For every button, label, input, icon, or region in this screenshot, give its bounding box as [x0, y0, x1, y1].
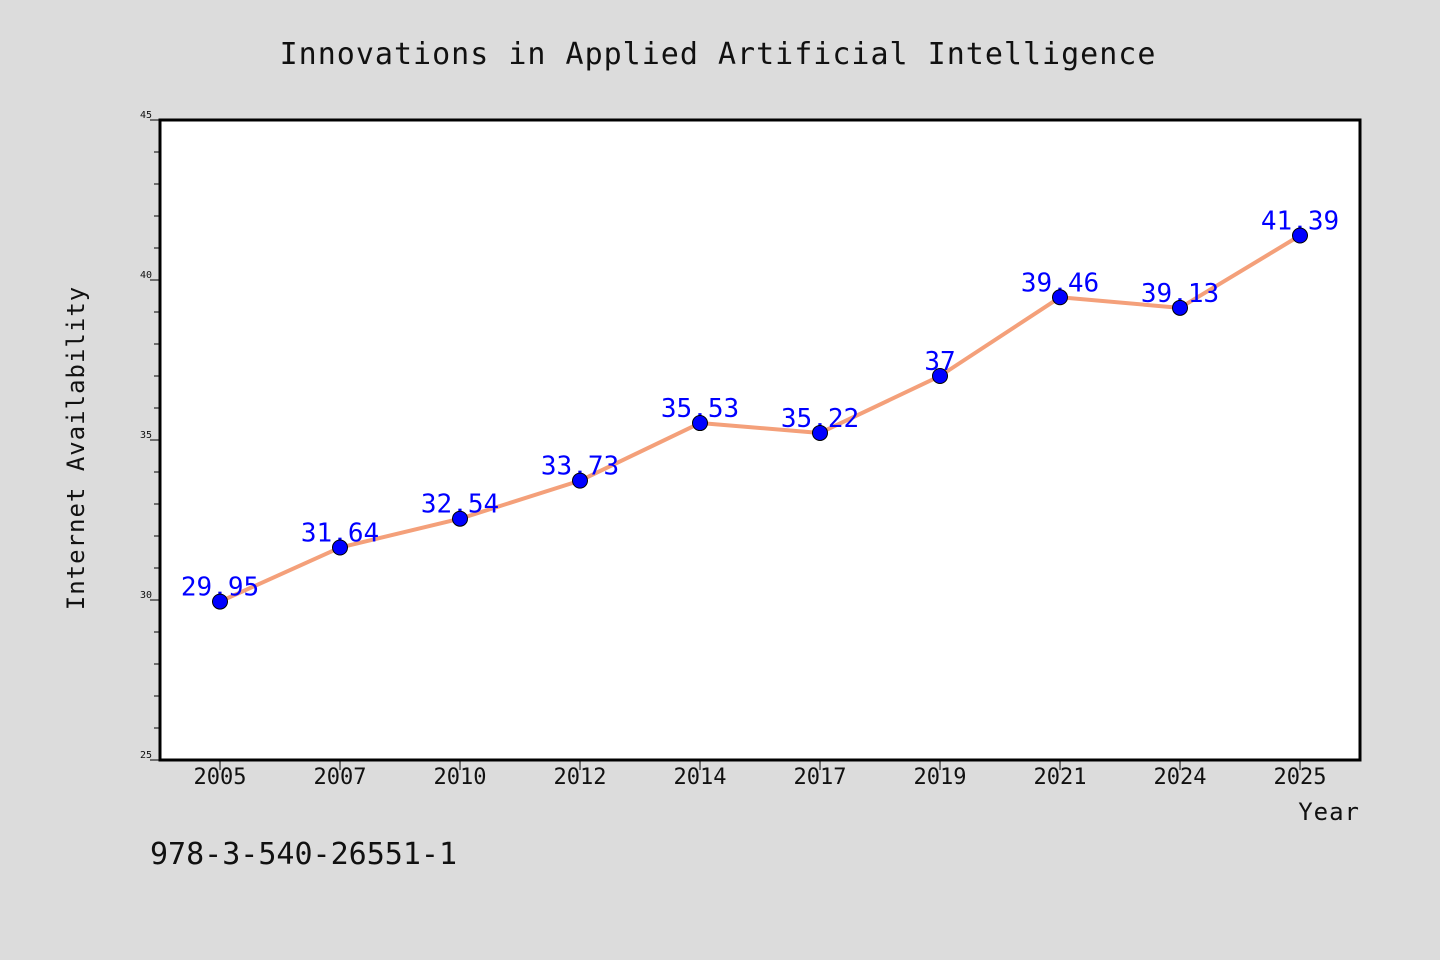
footer-id-text: 978-3-540-26551-1 [150, 837, 457, 872]
plot-area [158, 118, 1362, 762]
data-point [1052, 289, 1068, 306]
y-tick-label: 30 [140, 590, 152, 601]
y-tick-label: 25 [140, 750, 152, 761]
x-tick-label: 2019 [914, 765, 967, 790]
x-tick-label: 2005 [194, 765, 247, 790]
x-axis-label: Year [1298, 798, 1360, 826]
data-point [332, 539, 348, 556]
chart-title: Innovations in Applied Artificial Intell… [280, 37, 1157, 72]
x-tick-label: 2014 [674, 765, 727, 790]
y-tick-label: 40 [140, 270, 152, 281]
y-tick-label: 35 [140, 430, 152, 441]
data-point [572, 472, 588, 489]
data-point [212, 593, 228, 610]
x-tick-label: 2025 [1274, 765, 1327, 790]
x-tick-label: 2024 [1154, 765, 1207, 790]
x-tick-label: 2012 [554, 765, 607, 790]
data-point [452, 510, 468, 527]
data-point [932, 368, 948, 384]
x-axis: 2005 2007 2010 2012 2014 2017 2019 2021 2024 2025 [194, 760, 1327, 790]
x-tick-label: 2010 [434, 765, 487, 790]
data-point [692, 415, 708, 432]
y-tick-label: 45 [140, 110, 152, 121]
data-point [1292, 227, 1308, 244]
series-line [219, 233, 1302, 604]
x-tick-label: 2007 [314, 765, 367, 790]
data-point [812, 424, 828, 441]
data-point [1172, 299, 1188, 316]
x-tick-label: 2021 [1034, 765, 1087, 790]
y-axis-label: Internet Availability [62, 286, 90, 610]
y-axis: 25 30 35 40 45 [140, 110, 160, 761]
x-tick-label: 2017 [794, 765, 847, 790]
